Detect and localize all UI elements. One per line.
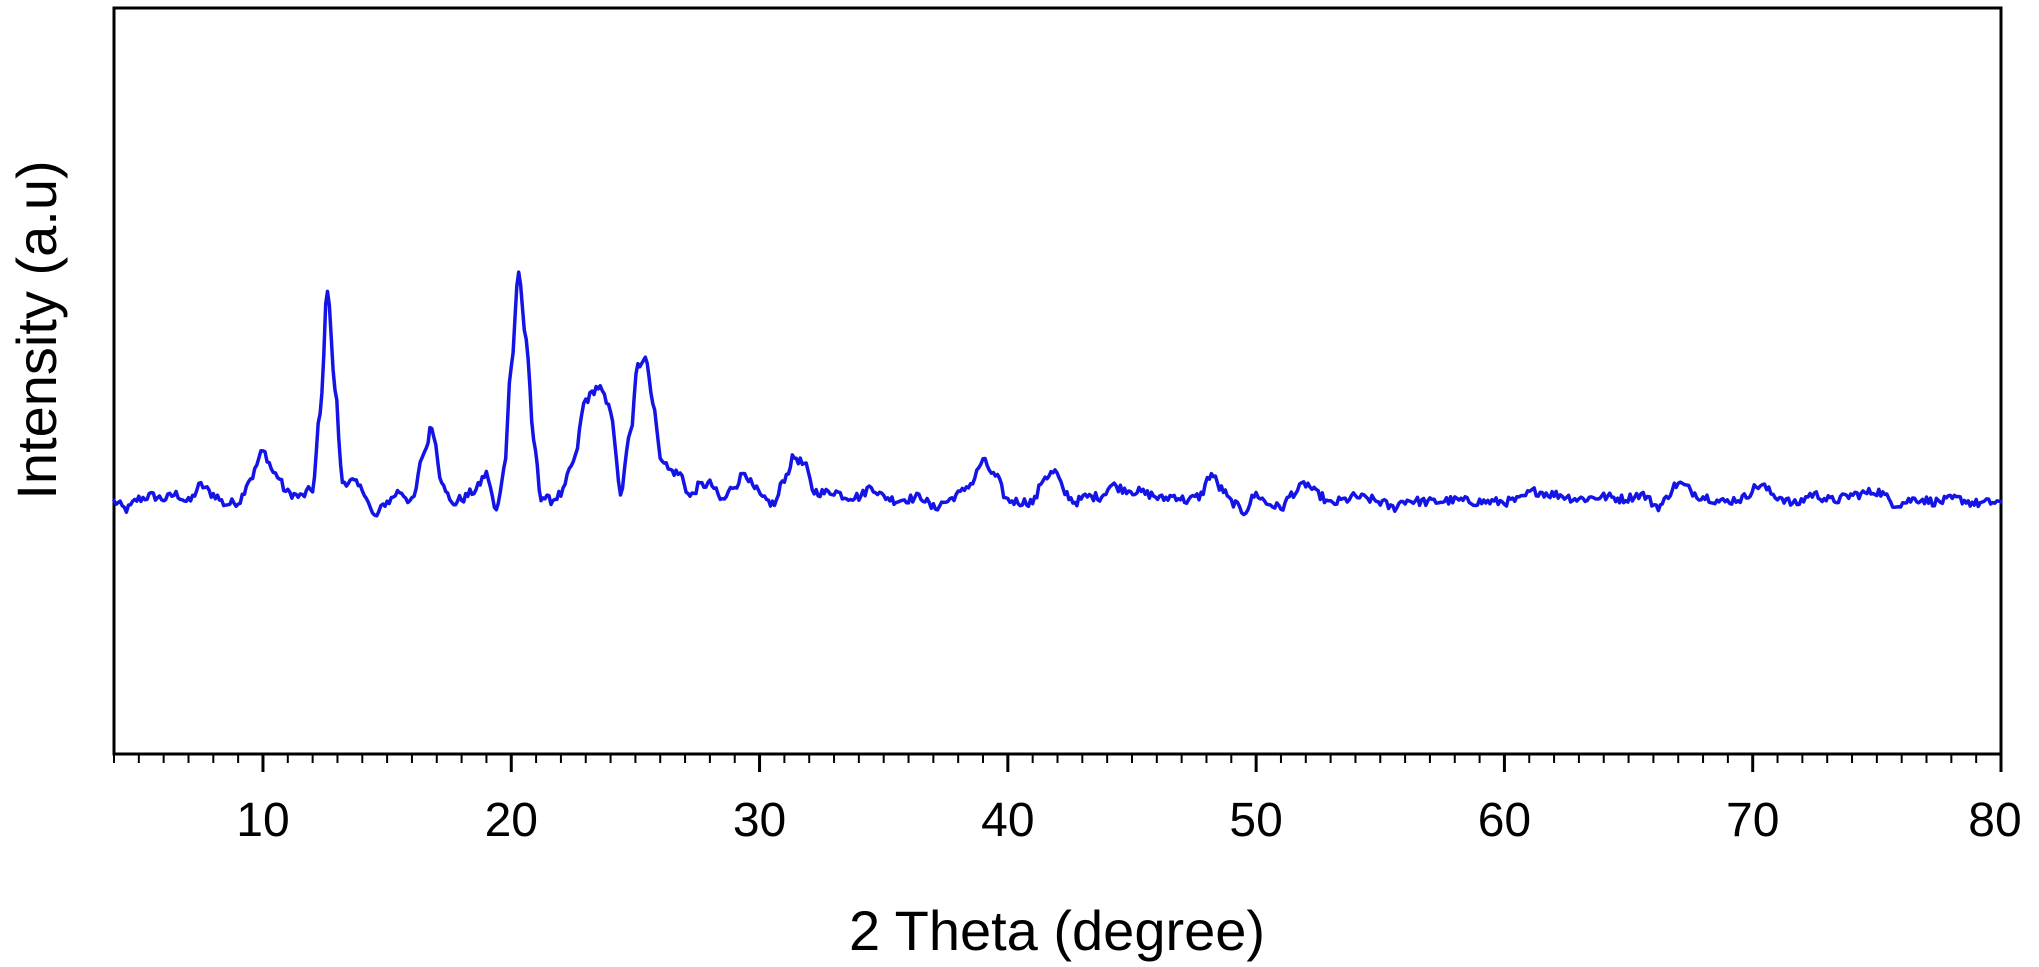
x-tick-label: 20 xyxy=(485,794,538,847)
x-axis-ticks xyxy=(113,754,2003,772)
x-axis-tick-labels: 10 20 30 40 50 60 70 80 xyxy=(236,794,2021,847)
x-tick-label: 70 xyxy=(1726,794,1779,847)
x-tick-label: 40 xyxy=(981,794,1034,847)
x-axis-label: 2 Theta (degree) xyxy=(849,899,1265,962)
plot-area xyxy=(112,6,2003,756)
x-tick-label: 10 xyxy=(236,794,289,847)
x-tick-label: 60 xyxy=(1478,794,1531,847)
x-tick-label: 50 xyxy=(1229,794,1282,847)
x-tick-label: 80 xyxy=(1968,794,2021,847)
y-axis-label: Intensity (a.u) xyxy=(5,160,68,499)
x-tick-label: 30 xyxy=(733,794,786,847)
diffraction-pattern-line xyxy=(112,270,2003,518)
